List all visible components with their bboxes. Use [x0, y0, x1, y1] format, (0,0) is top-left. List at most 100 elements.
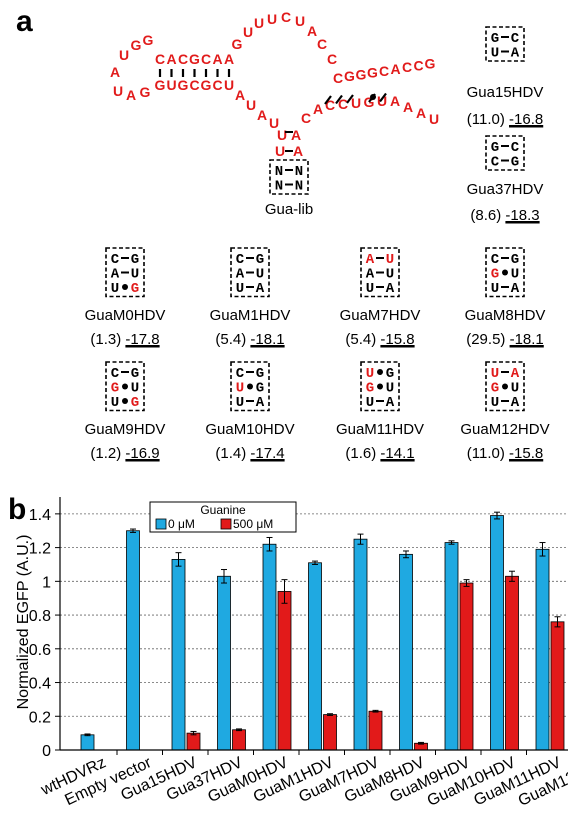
construct-pair-box: G CC G: [485, 135, 525, 171]
pair-right-base: N: [295, 179, 303, 195]
pair-right-base: A: [256, 395, 265, 411]
nt-hairpin-top: A: [224, 51, 234, 67]
construct-pair-box: C GG UU A: [485, 247, 525, 298]
nt-left-loop: U: [113, 83, 123, 99]
error-bar: [175, 552, 182, 567]
nt-right-top: C: [402, 59, 412, 75]
pair-right-base: G: [386, 366, 394, 382]
legend-swatch-0uM: [155, 518, 167, 530]
pair-box-border: [105, 361, 145, 412]
nt-stem-right: A: [313, 101, 323, 117]
wobble-dot: [377, 383, 383, 390]
nt-hairpin-bottom: U: [224, 77, 234, 93]
nt-top-loop: G: [232, 36, 243, 52]
nt-right-top: C: [333, 70, 343, 86]
nt-hairpin-top: C: [178, 51, 188, 67]
construct-gua15hdv: G CU A Gua15HDV (11.0) -16.8: [467, 26, 543, 128]
bar-0uM: [444, 542, 459, 751]
construct-values: (1.3) -17.8: [90, 331, 159, 348]
construct-name: Gua37HDV: [467, 181, 544, 198]
nt-top-loop: U: [295, 13, 305, 29]
bar-0uM: [217, 575, 231, 751]
nt-top-loop: C: [281, 9, 291, 25]
pair-left-base: U: [111, 395, 119, 411]
y-axis-label: Normalized EGFP (A.U.): [15, 535, 32, 710]
pair-right-base: A: [386, 395, 395, 411]
pair-right-base: U: [256, 267, 264, 283]
pair-right-base: U: [511, 381, 519, 397]
panel-b-letter: b: [8, 493, 26, 526]
pair-left-base: C: [111, 366, 120, 382]
error-bar: [190, 730, 197, 736]
pair-left-base: G: [491, 267, 499, 283]
pair-box-border: [360, 247, 400, 298]
nt-right-bottom: U: [429, 111, 439, 127]
nt-hairpin-top: C: [201, 51, 211, 67]
base-pair-tick: [379, 92, 387, 103]
construct-name: GuaM7HDV: [340, 307, 421, 324]
nt-stem-right: C: [301, 110, 311, 126]
nt-right-top: G: [356, 66, 367, 82]
construct-ratio: (1.3): [90, 331, 125, 348]
nt-right-top: A: [390, 61, 400, 77]
pair-right-base: A: [511, 395, 520, 411]
nt-hairpin-bottom: C: [212, 77, 222, 93]
construct-name: GuaM11HDV: [336, 421, 424, 438]
construct-ratio: (1.2): [90, 445, 125, 462]
construct-guam1hdv: C GA UU A GuaM1HDV (5.4) -18.1: [210, 247, 291, 348]
construct-values: (5.4) -18.1: [215, 331, 284, 348]
y-tick-label: 1.2: [29, 541, 51, 558]
construct-values: (5.4) -15.8: [345, 331, 414, 348]
bar-0uM: [353, 538, 368, 751]
construct-energy: -16.9: [125, 445, 159, 462]
wobble-dot: [502, 383, 508, 390]
error-bar: [236, 728, 242, 732]
pair-right-base: U: [511, 267, 519, 283]
construct-energy: -16.8: [509, 111, 543, 128]
construct-name: GuaM1HDV: [210, 307, 291, 324]
construct-pair-box: C GA UU G: [105, 247, 145, 298]
nt-hairpin-top: A: [166, 51, 176, 67]
construct-values: (1.6) -14.1: [345, 445, 414, 462]
pair-left-base: G: [491, 140, 499, 156]
pair-left-base: G: [111, 381, 119, 397]
nt-left-loop: A: [126, 87, 136, 103]
nt-right-bottom: U: [351, 95, 361, 111]
nt-right-bottom: A: [416, 105, 426, 121]
pair-right-base: U: [131, 267, 139, 283]
error-bar: [312, 560, 318, 565]
bar-500uM: [550, 621, 565, 751]
nt-left-loop: U: [119, 47, 129, 63]
construct-guam11hdv: U GG UU A GuaM11HDV (1.6) -14.1: [336, 361, 424, 462]
pair-left-base: C: [236, 366, 245, 382]
pair-left-base: C: [491, 155, 500, 171]
construct-ratio: (1.4): [215, 445, 250, 462]
error-bar: [327, 713, 333, 716]
nt-top-loop: U: [243, 24, 253, 40]
bar-0uM: [171, 559, 186, 751]
error-bar: [281, 579, 288, 604]
construct-energy: -17.8: [125, 331, 159, 348]
construct-energy: -18.1: [510, 331, 544, 348]
chart-legend: Guanine 0 μM 500 μM: [149, 501, 297, 533]
pair-left-base: U: [491, 395, 499, 411]
pair-left-base: N: [275, 179, 283, 195]
bar-0uM: [399, 553, 413, 751]
nt-left-loop: G: [131, 37, 142, 53]
bar-500uM: [186, 732, 201, 751]
nt-top-loop: U: [267, 11, 277, 27]
gua-lib-pair-box: N NN N: [269, 159, 309, 195]
pair-left-base: G: [491, 381, 499, 397]
pair-left-base: U: [491, 46, 499, 62]
base-pair-tick: [346, 94, 354, 104]
bar-500uM: [232, 729, 246, 751]
pair-right-base: U: [386, 381, 394, 397]
pair-box-border: [230, 361, 270, 412]
pair-left-base: N: [275, 164, 283, 180]
bar-500uM: [505, 575, 519, 751]
nt-stem-left: A: [257, 107, 267, 123]
pair-right-base: C: [511, 140, 520, 156]
construct-name: GuaM12HDV: [460, 421, 549, 438]
nt-top-loop: U: [254, 15, 264, 31]
pair-right-base: G: [131, 281, 139, 297]
